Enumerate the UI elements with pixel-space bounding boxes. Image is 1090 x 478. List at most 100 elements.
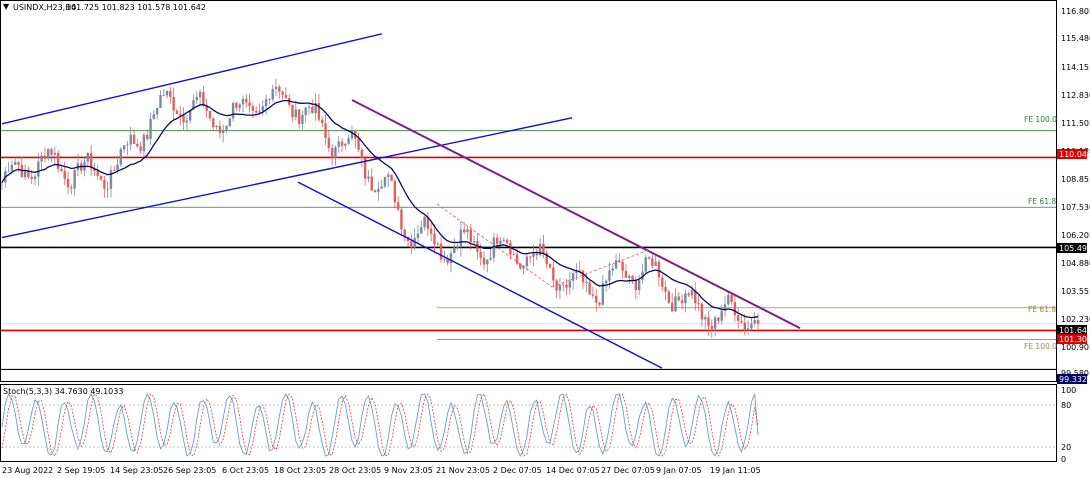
- ma-line: [1, 99, 759, 319]
- stoch-tick: 80: [1061, 401, 1071, 410]
- candle-body: [532, 253, 535, 257]
- candle-body: [538, 243, 542, 256]
- candle-body: [614, 260, 618, 269]
- candle-body: [420, 227, 423, 234]
- time-label: 19 Jan 11:05: [710, 466, 761, 475]
- candle-body: [17, 162, 20, 165]
- price-tick: 104.880: [1061, 259, 1090, 268]
- candle-body: [195, 97, 198, 101]
- candle-body: [241, 98, 245, 105]
- candle-body: [274, 86, 278, 89]
- candle-body: [555, 280, 558, 291]
- channel-upper-line: [1, 33, 383, 125]
- candle-body: [367, 176, 370, 179]
- time-label: 14 Dec 07:05: [546, 466, 600, 475]
- candle-body: [746, 328, 750, 331]
- candle-body: [713, 317, 717, 329]
- candle-body: [103, 179, 106, 189]
- candle-body: [182, 115, 185, 123]
- candle-body: [595, 295, 598, 303]
- candle-body: [611, 268, 614, 271]
- candle-body: [651, 258, 654, 267]
- candle-body: [304, 107, 307, 116]
- candle-body: [568, 280, 572, 288]
- candle-body: [522, 266, 525, 269]
- stoch-main-line: [1, 392, 759, 458]
- candle-body: [608, 270, 611, 281]
- candle-body: [370, 176, 373, 191]
- candle-body: [621, 261, 624, 271]
- candle-body: [27, 169, 30, 178]
- candle-body: [661, 277, 664, 287]
- candle-body: [344, 143, 347, 146]
- candle-body: [188, 109, 192, 121]
- candle-body: [578, 270, 581, 272]
- candle-body: [439, 243, 443, 260]
- header-triangle-icon[interactable]: ▼: [3, 2, 10, 11]
- price-tag-red-high: [1057, 149, 1087, 159]
- time-axis: 23 Aug 2022 2 Sep 19:05 14 Sep 23:05 26 …: [2, 466, 761, 475]
- candle-body: [545, 252, 548, 265]
- candle-body: [139, 146, 142, 152]
- price-tick: 108.855: [1061, 175, 1090, 184]
- candle-body: [756, 320, 760, 324]
- candle-body: [116, 164, 119, 171]
- candle-body: [733, 302, 737, 316]
- ohlc-values: 101.725 101.823 101.578 101.642: [66, 3, 206, 12]
- price-tick: 111.505: [1061, 119, 1090, 128]
- candle-body: [654, 261, 657, 267]
- candle-body: [687, 293, 690, 296]
- price-tick: 103.555: [1061, 287, 1090, 296]
- candle-body: [377, 188, 380, 193]
- candle-body: [565, 284, 568, 288]
- price-tick: 99.580: [1061, 369, 1089, 378]
- candles: [0, 78, 760, 338]
- candle-body: [268, 99, 271, 100]
- main-chart-frame: [0, 0, 1057, 382]
- candle-body: [489, 257, 492, 260]
- candle-body: [509, 242, 512, 255]
- candle-body: [410, 241, 413, 248]
- candle-body: [588, 282, 591, 295]
- candle-body: [109, 170, 113, 189]
- candle-body: [146, 134, 149, 139]
- fe-618-top-label: FE 61.8: [1028, 197, 1056, 206]
- candle-body: [264, 99, 268, 107]
- candle-body: [317, 103, 321, 120]
- time-label: 14 Sep 23:05: [110, 466, 163, 475]
- candle-body: [502, 239, 505, 241]
- downtrend-line: [351, 99, 801, 330]
- candle-body: [185, 120, 189, 123]
- candle-body: [495, 237, 499, 244]
- candle-body: [261, 106, 265, 112]
- stoch-signal-line: [1, 393, 759, 457]
- candle-body: [423, 216, 426, 228]
- candle-body: [667, 291, 671, 303]
- candle-body: [707, 317, 710, 327]
- candle-body: [30, 177, 33, 180]
- candle-body: [155, 107, 159, 115]
- price-tag-bottom: [1057, 374, 1087, 384]
- candle-body: [149, 118, 152, 139]
- candle-body: [750, 323, 753, 329]
- candle-body: [23, 169, 27, 178]
- candle-body: [73, 170, 76, 189]
- candle-body: [443, 258, 446, 260]
- price-tag-red-low: [1057, 334, 1087, 344]
- candle-body: [396, 202, 400, 210]
- candle-body: [60, 168, 63, 171]
- candle-body: [637, 280, 641, 291]
- channel-lower-line: [297, 181, 663, 369]
- time-label: 23 Aug 2022: [2, 466, 53, 475]
- candle-body: [436, 243, 439, 245]
- candle-body: [499, 240, 502, 244]
- candle-body: [281, 91, 284, 95]
- candle-body: [558, 284, 562, 291]
- candle-body: [99, 175, 103, 180]
- time-label: 18 Oct 23:05: [274, 466, 326, 475]
- candle-body: [40, 155, 43, 162]
- candle-body: [482, 257, 486, 265]
- candle-body: [179, 114, 182, 116]
- candle-body: [727, 294, 730, 305]
- candle-body: [50, 149, 53, 155]
